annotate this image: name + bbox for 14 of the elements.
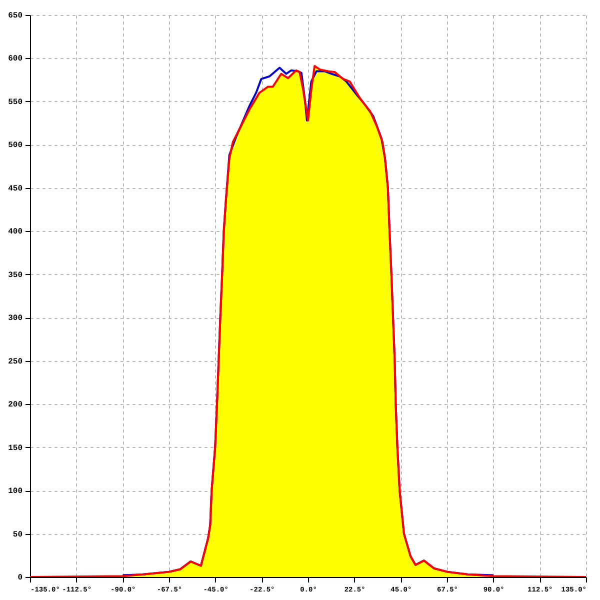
y-tick-label: 400 [8,228,23,237]
y-tick-label: 500 [8,141,23,150]
y-tick-label: 200 [8,400,23,410]
y-tick-label: 450 [8,184,23,194]
y-tick-label: 650 [8,12,23,20]
y-tick-label: 50 [12,530,23,540]
y-tick-label: 250 [8,357,23,366]
y-tick-label: 0 [18,574,23,582]
y-tick-label: 350 [8,270,23,280]
y-tick-label: 600 [8,54,23,64]
y-tick-label: 300 [8,314,23,324]
y-tick-label: 150 [8,444,23,453]
y-tick-label: 550 [8,98,23,107]
y-tick-label: 100 [8,487,23,496]
